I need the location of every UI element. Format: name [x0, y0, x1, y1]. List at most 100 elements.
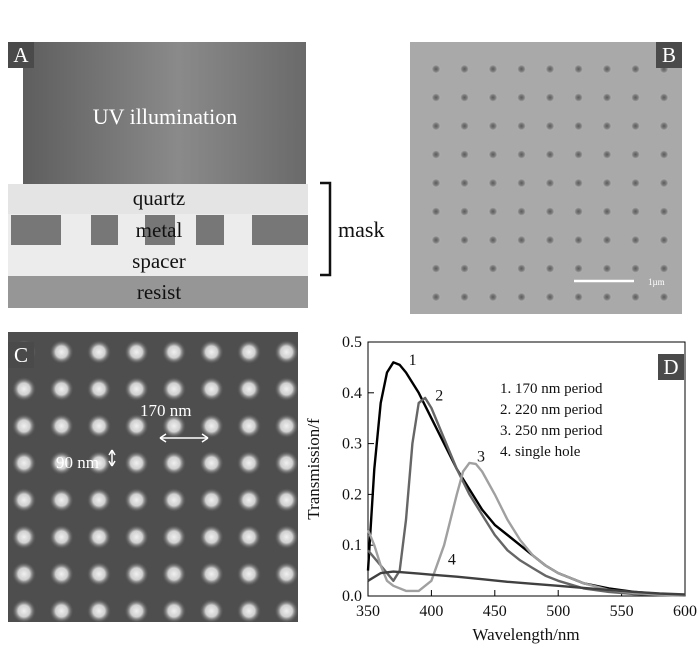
exposed-dot	[12, 377, 36, 401]
y-tick-label: 0.4	[342, 385, 362, 402]
hole	[517, 292, 526, 302]
y-axis-label: Transmission/f	[304, 418, 323, 520]
exposed-dot	[162, 414, 186, 438]
exposed-dot	[124, 599, 149, 623]
exposed-dot	[49, 562, 74, 586]
hole	[488, 207, 498, 216]
hole	[631, 150, 640, 159]
hole	[545, 150, 555, 159]
x-tick-label: 400	[419, 603, 443, 620]
y-tick-label: 0.2	[342, 486, 362, 503]
exposed-dot	[49, 451, 74, 475]
hole	[659, 235, 669, 245]
exposed-dot	[162, 377, 186, 401]
hole	[574, 207, 583, 216]
exposed-dot	[237, 414, 261, 438]
hole	[517, 93, 526, 102]
exposed-dot	[162, 599, 186, 623]
exposed-dot	[162, 451, 186, 475]
panel-a: UV illumination quartz metal spacer resi…	[8, 42, 400, 314]
exposed-dot	[87, 599, 111, 623]
metal-block	[91, 215, 118, 245]
hole	[574, 178, 583, 188]
exposed-dot	[49, 340, 74, 364]
legend-entry: 2. 220 nm period	[500, 402, 603, 418]
exposed-dot	[124, 451, 149, 475]
exposed-dot	[87, 451, 111, 475]
hole	[431, 207, 441, 216]
hole	[460, 264, 469, 273]
exposed-dot	[274, 340, 299, 364]
x-tick-label: 450	[483, 603, 507, 620]
metal-block	[145, 215, 175, 245]
hole	[602, 292, 612, 302]
exposed-dot	[237, 488, 261, 512]
metal-block	[11, 215, 61, 245]
mask-bracket	[320, 181, 332, 277]
hole	[659, 292, 669, 302]
exposed-dot	[124, 377, 149, 401]
hole	[431, 264, 441, 273]
hole	[659, 264, 669, 273]
hole	[431, 150, 441, 159]
hole	[631, 207, 640, 216]
exposed-dot	[274, 414, 299, 438]
exposed-dot	[12, 599, 36, 623]
hole	[431, 64, 441, 74]
hole	[602, 93, 612, 102]
x-tick-label: 600	[673, 603, 697, 620]
exposed-dot	[124, 340, 149, 364]
hole	[545, 178, 555, 188]
hole	[431, 235, 441, 245]
resist-label: resist	[137, 280, 181, 304]
hole	[431, 178, 441, 188]
metal-label: metal	[136, 218, 183, 242]
panel-d-tag: D	[658, 354, 684, 380]
plot-frame	[367, 341, 686, 597]
panel-c-tag: C	[8, 342, 34, 368]
series-1-line	[366, 361, 686, 597]
sem-image: 1µm	[410, 42, 682, 314]
uv-beam	[23, 42, 306, 184]
exposed-dot	[87, 340, 111, 364]
hole	[631, 64, 640, 74]
hole	[602, 150, 612, 159]
hole	[488, 121, 498, 131]
hole	[602, 64, 612, 74]
quartz-label: quartz	[133, 186, 185, 210]
hole	[602, 178, 612, 188]
panel-d: 350 400 450 500 550 600 0.0 0.1 0.2 0.3 0.4 0.5 1 2 3…	[300, 332, 700, 644]
x-tick-label: 500	[546, 603, 570, 620]
x-axis-label: Wavelength/nm	[472, 625, 579, 644]
hole	[631, 264, 640, 273]
exposed-dot	[162, 562, 186, 586]
exposed-dot	[237, 525, 261, 549]
panel-a-diagram: UV illumination quartz metal spacer resi…	[8, 42, 384, 308]
panel-a-tag: A	[8, 42, 34, 68]
hole	[488, 235, 498, 245]
exposed-dot	[87, 525, 111, 549]
hole	[460, 93, 469, 102]
x-tick-label: 550	[610, 603, 634, 620]
exposed-dot	[49, 414, 74, 438]
hole	[545, 64, 555, 74]
transmission-chart: 350 400 450 500 550 600 0.0 0.1 0.2 0.3 0.4 0.5 1 2 3…	[304, 334, 697, 644]
curve-label: 4	[448, 552, 456, 569]
exposed-dot	[274, 525, 299, 549]
exposure-image: 170 nm 90 nm	[8, 332, 299, 623]
hole	[431, 292, 441, 302]
hole	[602, 264, 612, 273]
exposed-dot	[237, 340, 261, 364]
exposed-dot	[237, 451, 261, 475]
hole	[574, 264, 583, 273]
exposed-dot	[274, 599, 299, 623]
spacer-label: spacer	[132, 249, 186, 273]
panel-b-tag: B	[656, 42, 682, 68]
exposed-dot	[199, 562, 224, 586]
curve-label: 3	[477, 448, 485, 465]
hole	[517, 235, 526, 245]
mask-label: mask	[338, 217, 384, 242]
curve-label: 2	[435, 387, 443, 404]
exposed-dot	[124, 414, 149, 438]
hole	[574, 121, 583, 131]
